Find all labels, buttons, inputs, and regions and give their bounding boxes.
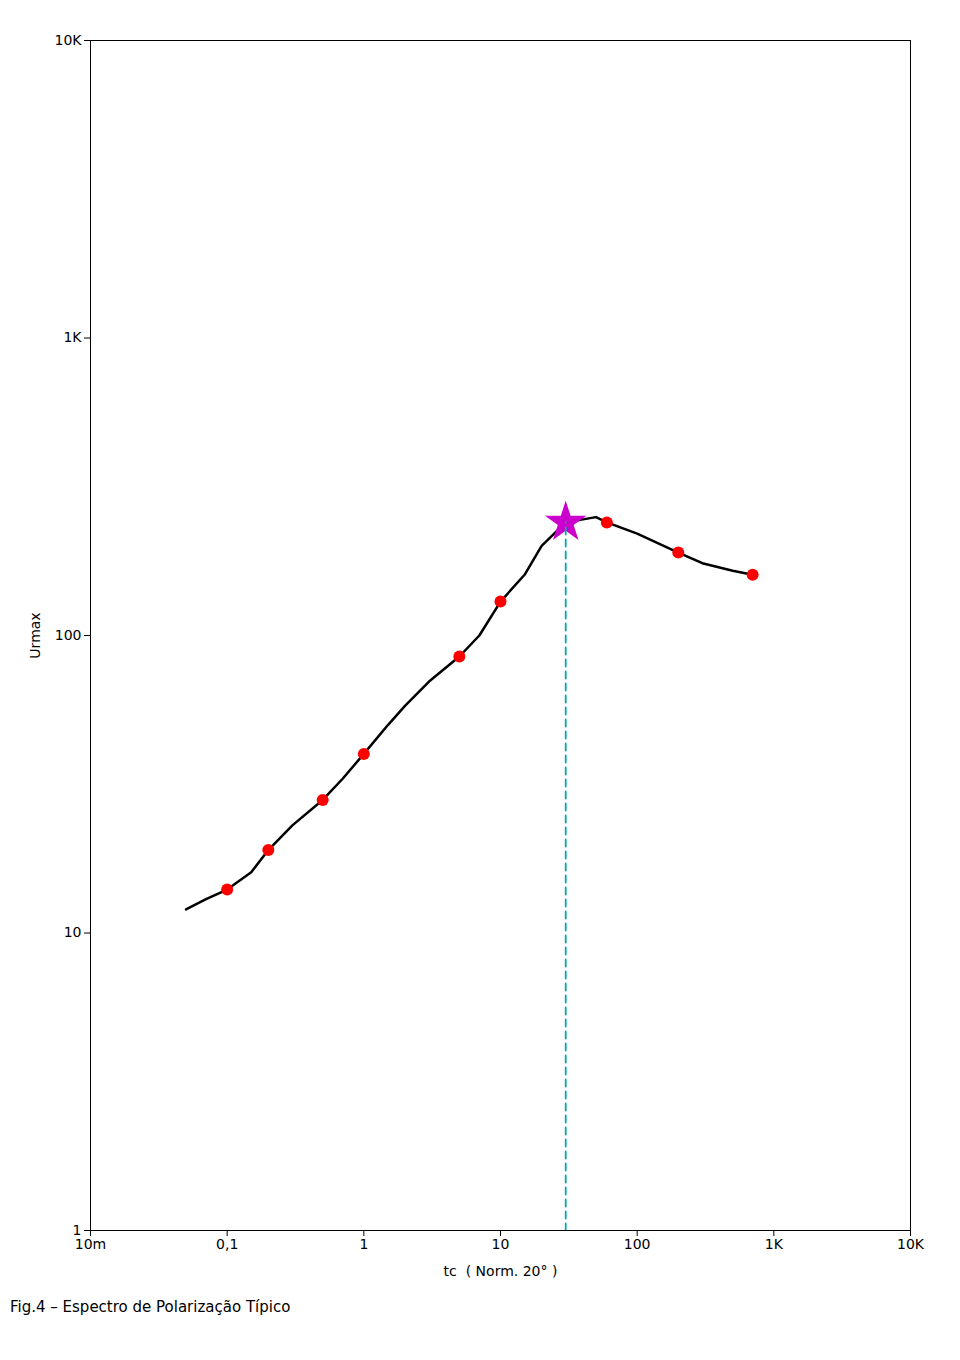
svg-text:Urmax: Urmax bbox=[27, 612, 43, 658]
svg-text:100: 100 bbox=[55, 627, 82, 643]
svg-text:1: 1 bbox=[359, 1236, 368, 1252]
svg-text:1: 1 bbox=[72, 1222, 82, 1238]
svg-text:10: 10 bbox=[64, 924, 82, 940]
svg-text:10K: 10K bbox=[897, 1236, 925, 1252]
svg-text:10m: 10m bbox=[75, 1236, 106, 1252]
html-text:Fig.4 – Espectro de Polarizaçã: Fig.4 – Espectro de Polarização Típico bbox=[10, 1298, 291, 1316]
svg-text:0,1: 0,1 bbox=[216, 1236, 238, 1252]
svg-text:tc ( Norm. 20° ): tc ( Norm. 20° ) bbox=[444, 1263, 558, 1279]
svg-text:100: 100 bbox=[624, 1236, 651, 1252]
svg-text:10: 10 bbox=[492, 1236, 510, 1252]
svg-text:10K: 10K bbox=[55, 32, 83, 48]
svg-text:1K: 1K bbox=[765, 1236, 784, 1252]
svg-text:1K: 1K bbox=[63, 329, 82, 345]
